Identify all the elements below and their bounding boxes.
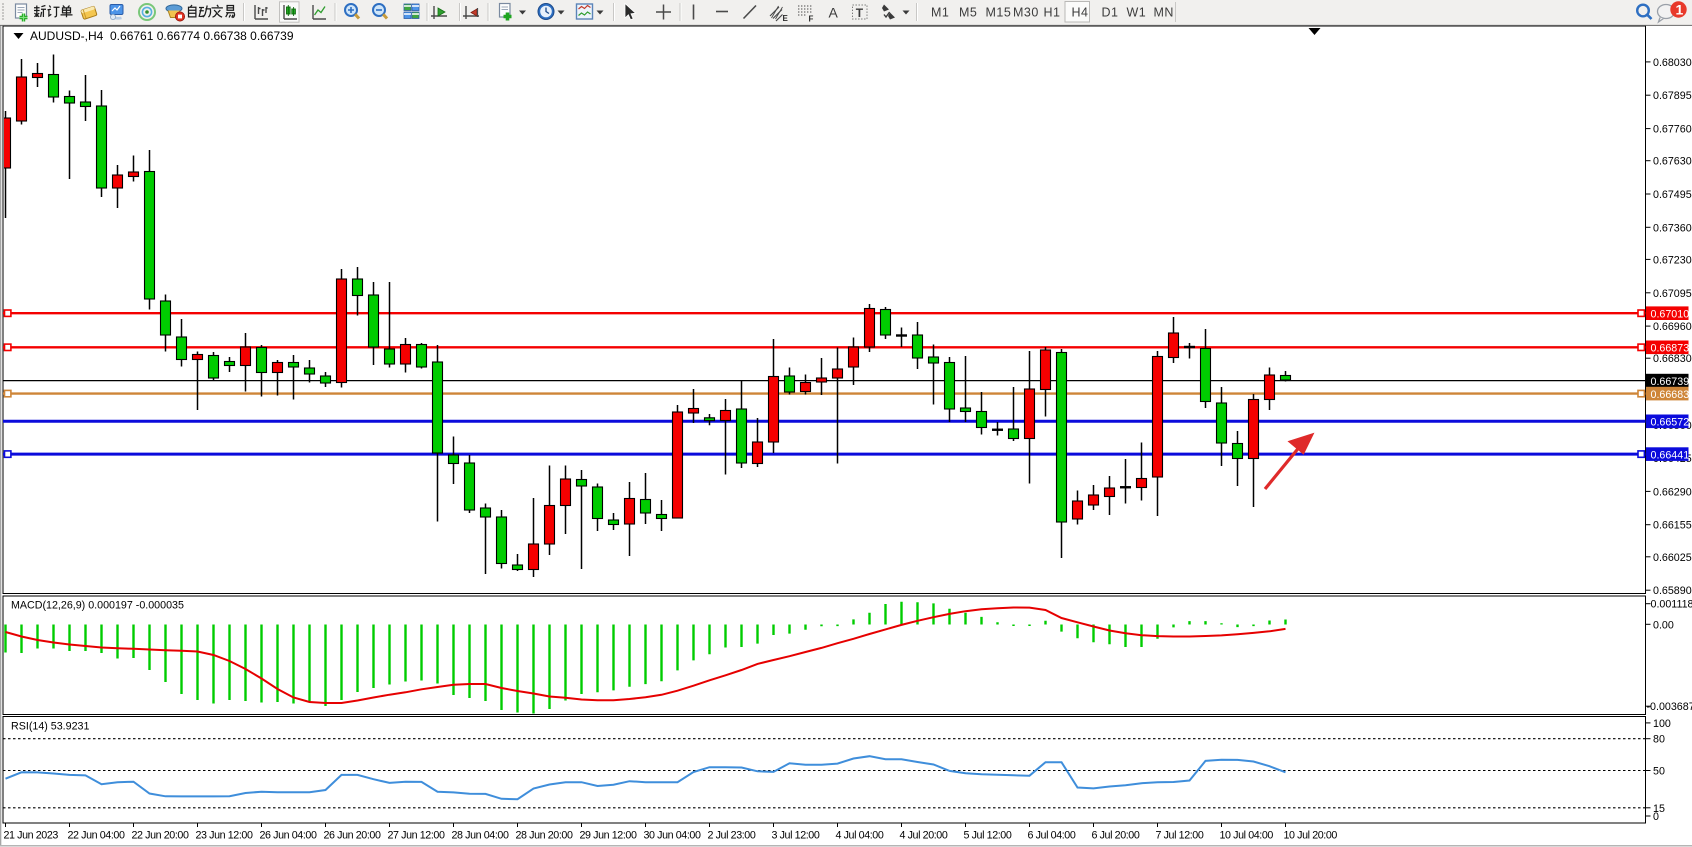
svg-text:2 Jul 23:00: 2 Jul 23:00 — [708, 830, 756, 842]
svg-text:23 Jun 12:00: 23 Jun 12:00 — [196, 830, 253, 842]
svg-text:7 Jul 12:00: 7 Jul 12:00 — [1156, 830, 1204, 842]
svg-text:50: 50 — [1653, 766, 1665, 778]
svg-text:80: 80 — [1653, 734, 1665, 746]
svg-text:0.68030: 0.68030 — [1653, 57, 1692, 69]
svg-text:28 Jun 20:00: 28 Jun 20:00 — [516, 830, 573, 842]
svg-text:0.66873: 0.66873 — [1651, 343, 1690, 355]
svg-text:0.67630: 0.67630 — [1653, 156, 1692, 168]
svg-text:H1: H1 — [1044, 6, 1061, 20]
svg-text:0.001118: 0.001118 — [1651, 599, 1692, 611]
svg-text:3 Jul 12:00: 3 Jul 12:00 — [772, 830, 820, 842]
svg-text:0.67360: 0.67360 — [1653, 222, 1692, 234]
svg-text:0.66830: 0.66830 — [1653, 353, 1692, 365]
svg-text:M15: M15 — [986, 6, 1012, 20]
svg-text:F: F — [809, 15, 814, 24]
svg-text:0.67230: 0.67230 — [1653, 254, 1692, 266]
svg-text:21 Jun 2023: 21 Jun 2023 — [4, 830, 59, 842]
svg-text:5 Jul 12:00: 5 Jul 12:00 — [964, 830, 1012, 842]
svg-text:T: T — [856, 6, 864, 20]
svg-text:0.66960: 0.66960 — [1653, 321, 1692, 333]
svg-text:0: 0 — [1653, 811, 1659, 823]
svg-text:15: 15 — [1653, 803, 1665, 815]
svg-text:27 Jun 12:00: 27 Jun 12:00 — [388, 830, 445, 842]
svg-text:6 Jul 04:00: 6 Jul 04:00 — [1028, 830, 1076, 842]
svg-text:H4: H4 — [1072, 6, 1089, 20]
svg-text:1: 1 — [1676, 2, 1684, 18]
svg-text:RSI(14) 53.9231: RSI(14) 53.9231 — [11, 721, 89, 733]
svg-text:10 Jul 20:00: 10 Jul 20:00 — [1284, 830, 1338, 842]
svg-text:0.66683: 0.66683 — [1651, 389, 1690, 401]
svg-text:0.66290: 0.66290 — [1653, 486, 1692, 498]
svg-text:A: A — [829, 5, 839, 21]
svg-text:0.66441: 0.66441 — [1651, 449, 1690, 461]
svg-text:0.65890: 0.65890 — [1653, 585, 1692, 597]
svg-text:0.67010: 0.67010 — [1651, 308, 1690, 320]
svg-text:0.67760: 0.67760 — [1653, 124, 1692, 136]
svg-text:0.67895: 0.67895 — [1653, 90, 1692, 102]
svg-text:22 Jun 20:00: 22 Jun 20:00 — [132, 830, 189, 842]
svg-text:26 Jun 20:00: 26 Jun 20:00 — [324, 830, 381, 842]
svg-text:M30: M30 — [1013, 6, 1039, 20]
svg-text:28 Jun 04:00: 28 Jun 04:00 — [452, 830, 509, 842]
svg-text:W1: W1 — [1127, 6, 1147, 20]
svg-text:0.66572: 0.66572 — [1651, 417, 1690, 429]
svg-text:0.67495: 0.67495 — [1653, 189, 1692, 201]
svg-text:0.00: 0.00 — [1653, 619, 1674, 631]
svg-text:30 Jun 04:00: 30 Jun 04:00 — [644, 830, 701, 842]
svg-text:0.67095: 0.67095 — [1653, 288, 1692, 300]
svg-text:4 Jul 20:00: 4 Jul 20:00 — [900, 830, 948, 842]
svg-text:AUDUSD-,H4 0.66761 0.66774 0.: AUDUSD-,H4 0.66761 0.66774 0.66738 0.667… — [30, 29, 294, 43]
svg-text:-0.003687: -0.003687 — [1647, 701, 1692, 713]
svg-text:0.66155: 0.66155 — [1653, 520, 1692, 532]
svg-text:26 Jun 04:00: 26 Jun 04:00 — [260, 830, 317, 842]
svg-text:MACD(12,26,9) 0.000197 -0.0000: MACD(12,26,9) 0.000197 -0.000035 — [11, 600, 184, 612]
svg-text:29 Jun 12:00: 29 Jun 12:00 — [580, 830, 637, 842]
svg-text:M1: M1 — [931, 6, 949, 20]
svg-text:6 Jul 20:00: 6 Jul 20:00 — [1092, 830, 1140, 842]
svg-text:0.66739: 0.66739 — [1651, 376, 1690, 388]
svg-text:22 Jun 04:00: 22 Jun 04:00 — [68, 830, 125, 842]
svg-text:E: E — [783, 14, 789, 23]
svg-text:D1: D1 — [1102, 6, 1119, 20]
svg-text:4 Jul 04:00: 4 Jul 04:00 — [836, 830, 884, 842]
svg-text:100: 100 — [1653, 718, 1671, 730]
svg-text:M5: M5 — [959, 6, 977, 20]
svg-text:0.66025: 0.66025 — [1653, 552, 1692, 564]
svg-text:MN: MN — [1154, 6, 1174, 20]
svg-text:10 Jul 04:00: 10 Jul 04:00 — [1220, 830, 1274, 842]
